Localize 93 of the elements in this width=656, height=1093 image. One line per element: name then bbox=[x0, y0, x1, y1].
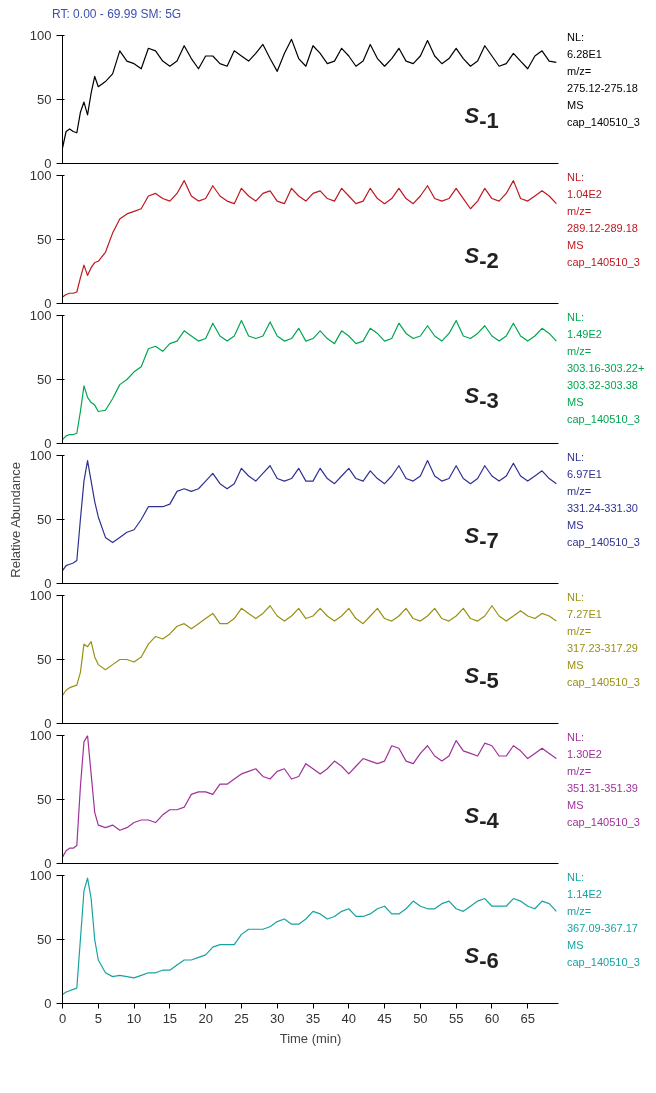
text: m/z= bbox=[567, 64, 593, 79]
x-tick-label: 50 bbox=[413, 1010, 428, 1026]
y-tick-label: 0 bbox=[44, 156, 52, 171]
text: m/z= bbox=[567, 344, 593, 359]
line-series bbox=[62, 735, 557, 858]
y-tick-label: 100 bbox=[29, 28, 52, 43]
text: S-3 bbox=[464, 382, 499, 413]
y-tick-label: 0 bbox=[44, 436, 52, 451]
text: 289.12-289.18 bbox=[567, 221, 639, 236]
x-tick-label: 30 bbox=[269, 1010, 285, 1026]
text: MS bbox=[567, 98, 585, 113]
x-axis-title: Time (min) bbox=[279, 1030, 342, 1046]
text: NL: bbox=[567, 170, 586, 185]
text: S-1 bbox=[464, 102, 499, 133]
text: m/z= bbox=[567, 904, 593, 919]
text: 317.23-317.29 bbox=[567, 641, 639, 656]
text: 1.30E2 bbox=[567, 747, 603, 762]
text: NL: bbox=[567, 450, 586, 465]
y-tick-label: 100 bbox=[29, 308, 52, 323]
text: NL: bbox=[567, 310, 586, 325]
y-tick-label: 100 bbox=[29, 728, 52, 743]
y-tick-label: 50 bbox=[37, 92, 52, 107]
text: 6.28E1 bbox=[567, 47, 603, 62]
text: 331.24-331.30 bbox=[567, 501, 639, 516]
x-tick-label: 40 bbox=[341, 1010, 357, 1026]
x-tick-label: 15 bbox=[162, 1010, 178, 1026]
text: cap_140510_3 bbox=[567, 115, 640, 130]
y-tick-label: 0 bbox=[44, 296, 52, 311]
line-series bbox=[62, 605, 557, 696]
text: 1.04E2 bbox=[567, 187, 603, 202]
text: MS bbox=[567, 395, 585, 410]
y-tick-label: 0 bbox=[44, 856, 52, 871]
x-tick-label: 10 bbox=[126, 1010, 142, 1026]
text: S-4 bbox=[464, 802, 500, 833]
y-tick-label: 0 bbox=[44, 996, 52, 1011]
text: NL: bbox=[567, 30, 586, 45]
x-tick-label: 5 bbox=[94, 1010, 102, 1026]
y-tick-label: 50 bbox=[37, 512, 52, 527]
text: 351.31-351.39 bbox=[567, 781, 639, 796]
text: cap_140510_3 bbox=[567, 412, 641, 427]
y-tick-label: 100 bbox=[29, 448, 52, 463]
text: MS bbox=[567, 938, 585, 953]
x-tick-label: 25 bbox=[234, 1010, 249, 1026]
y-tick-label: 50 bbox=[37, 932, 52, 947]
text: NL: bbox=[567, 590, 586, 605]
text: S-6 bbox=[464, 942, 499, 973]
line-series bbox=[62, 877, 557, 996]
text: m/z= bbox=[567, 764, 593, 779]
text: m/z= bbox=[567, 484, 593, 499]
chart-subtitle: RT: 0.00 - 69.99 SM: 5G bbox=[52, 6, 182, 23]
y-tick-label: 100 bbox=[29, 868, 52, 883]
x-tick-label: 45 bbox=[377, 1010, 392, 1026]
y-tick-label: 50 bbox=[37, 372, 52, 387]
y-tick-label: 0 bbox=[44, 716, 52, 731]
text: cap_140510_3 bbox=[567, 255, 640, 270]
y-tick-label: 100 bbox=[29, 588, 52, 603]
text: cap_140510_3 bbox=[567, 955, 640, 970]
text: MS bbox=[567, 518, 585, 533]
text: 303.16-303.22+ bbox=[567, 361, 645, 376]
x-tick-label: 0 bbox=[58, 1010, 67, 1026]
text: cap_140510_3 bbox=[567, 815, 640, 830]
text: 303.32-303.38 bbox=[567, 378, 639, 393]
text: S-5 bbox=[464, 662, 499, 693]
text: MS bbox=[567, 238, 585, 253]
line-series bbox=[62, 180, 557, 298]
x-tick-label: 65 bbox=[520, 1010, 535, 1026]
y-tick-label: 50 bbox=[37, 652, 52, 667]
text: S-2 bbox=[464, 242, 499, 273]
x-tick-label: 60 bbox=[484, 1010, 500, 1026]
x-tick-label: 35 bbox=[305, 1010, 321, 1026]
text: 1.14E2 bbox=[567, 887, 603, 902]
text: 7.27E1 bbox=[567, 607, 603, 622]
text: MS bbox=[567, 658, 585, 673]
text: 1.49E2 bbox=[567, 327, 603, 342]
y-tick-label: 50 bbox=[37, 792, 52, 807]
text: MS bbox=[567, 798, 585, 813]
y-axis-title: Relative Abundance bbox=[7, 462, 23, 578]
text: cap_140510_3 bbox=[567, 675, 640, 690]
x-tick-label: 20 bbox=[198, 1010, 213, 1026]
text: 6.97E1 bbox=[567, 467, 603, 482]
y-tick-label: 50 bbox=[37, 232, 52, 247]
text: NL: bbox=[567, 870, 586, 885]
text: S-7 bbox=[464, 522, 499, 553]
text: NL: bbox=[567, 730, 586, 745]
x-tick-label: 55 bbox=[448, 1010, 464, 1026]
text: 275.12-275.18 bbox=[567, 81, 639, 96]
y-tick-label: 0 bbox=[44, 576, 52, 591]
line-series bbox=[62, 460, 557, 572]
text: 367.09-367.17 bbox=[567, 921, 639, 936]
text: m/z= bbox=[567, 624, 593, 639]
text: cap_140510_3 bbox=[567, 535, 640, 550]
text: m/z= bbox=[567, 204, 593, 219]
y-tick-label: 100 bbox=[29, 168, 52, 183]
